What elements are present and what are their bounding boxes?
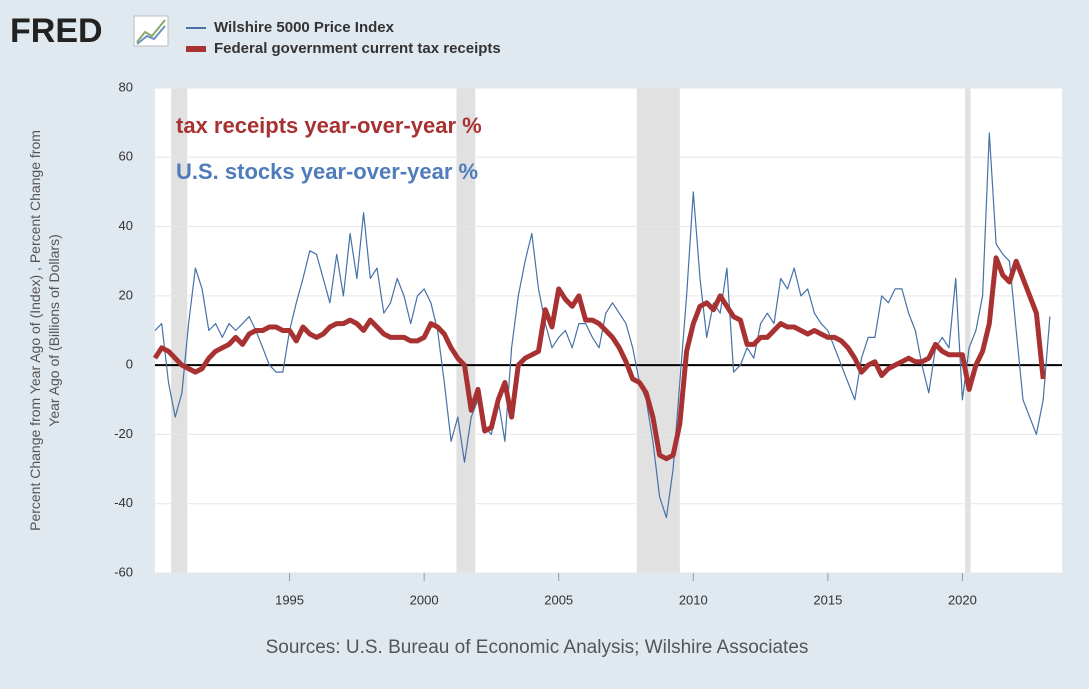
x-tick-label: 2005 [544,592,573,607]
y-axis-label-line: Percent Change from Year Ago of (Index) … [27,130,43,531]
recession-band [456,88,476,573]
source: Sources: U.S. Bureau of Economic Analysi… [266,637,809,658]
y-axis-label: Percent Change from Year Ago of (Index) … [27,130,62,531]
series-line [152,255,1046,462]
logo: FRED [10,12,103,50]
logo-icon [133,15,169,47]
x-tick-label: 2020 [948,592,977,607]
y-tick-label: 20 [119,287,133,302]
y-tick-label: 80 [119,79,133,94]
recession-band [965,88,971,573]
y-tick-label: 60 [119,149,133,164]
annotation: U.S. stocks year-over-year % [176,159,478,184]
x-tick-label: 2015 [813,592,842,607]
annotation: tax receipts year-over-year % [176,113,482,138]
x-tick-label: 2010 [679,592,708,607]
y-axis-label-line: Year Ago of (Billions of Dollars) [46,234,62,426]
y-tick-label: -40 [114,495,133,510]
y-tick-label: 0 [126,357,133,372]
legend-label: Federal government current tax receipts [214,40,501,57]
recession-band [171,88,188,573]
y-tick-label: -60 [114,564,133,579]
x-tick-label: 2000 [410,592,439,607]
recession-band [636,88,680,573]
y-tick-label: -20 [114,426,133,441]
x-tick-label: 1995 [275,592,304,607]
legend-label: Wilshire 5000 Price Index [214,19,395,36]
y-tick-label: 40 [119,218,133,233]
